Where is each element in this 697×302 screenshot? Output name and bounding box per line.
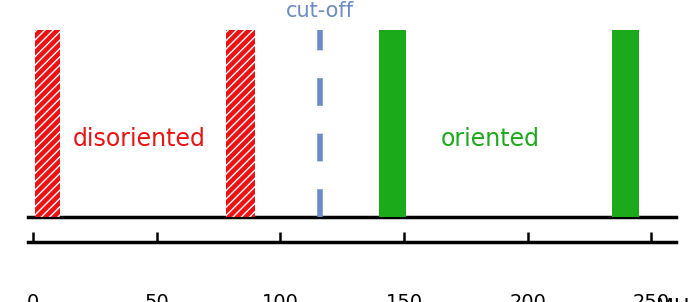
Bar	[612, 30, 639, 217]
Text: MHz: MHz	[657, 298, 697, 302]
Text: disoriented: disoriented	[72, 127, 206, 151]
Bar	[226, 30, 256, 217]
Bar	[379, 30, 406, 217]
Text: predicted
cut-off: predicted cut-off	[270, 0, 369, 21]
Bar	[226, 30, 256, 217]
Bar	[36, 30, 60, 217]
Bar	[36, 30, 60, 217]
Text: oriented: oriented	[441, 127, 540, 151]
